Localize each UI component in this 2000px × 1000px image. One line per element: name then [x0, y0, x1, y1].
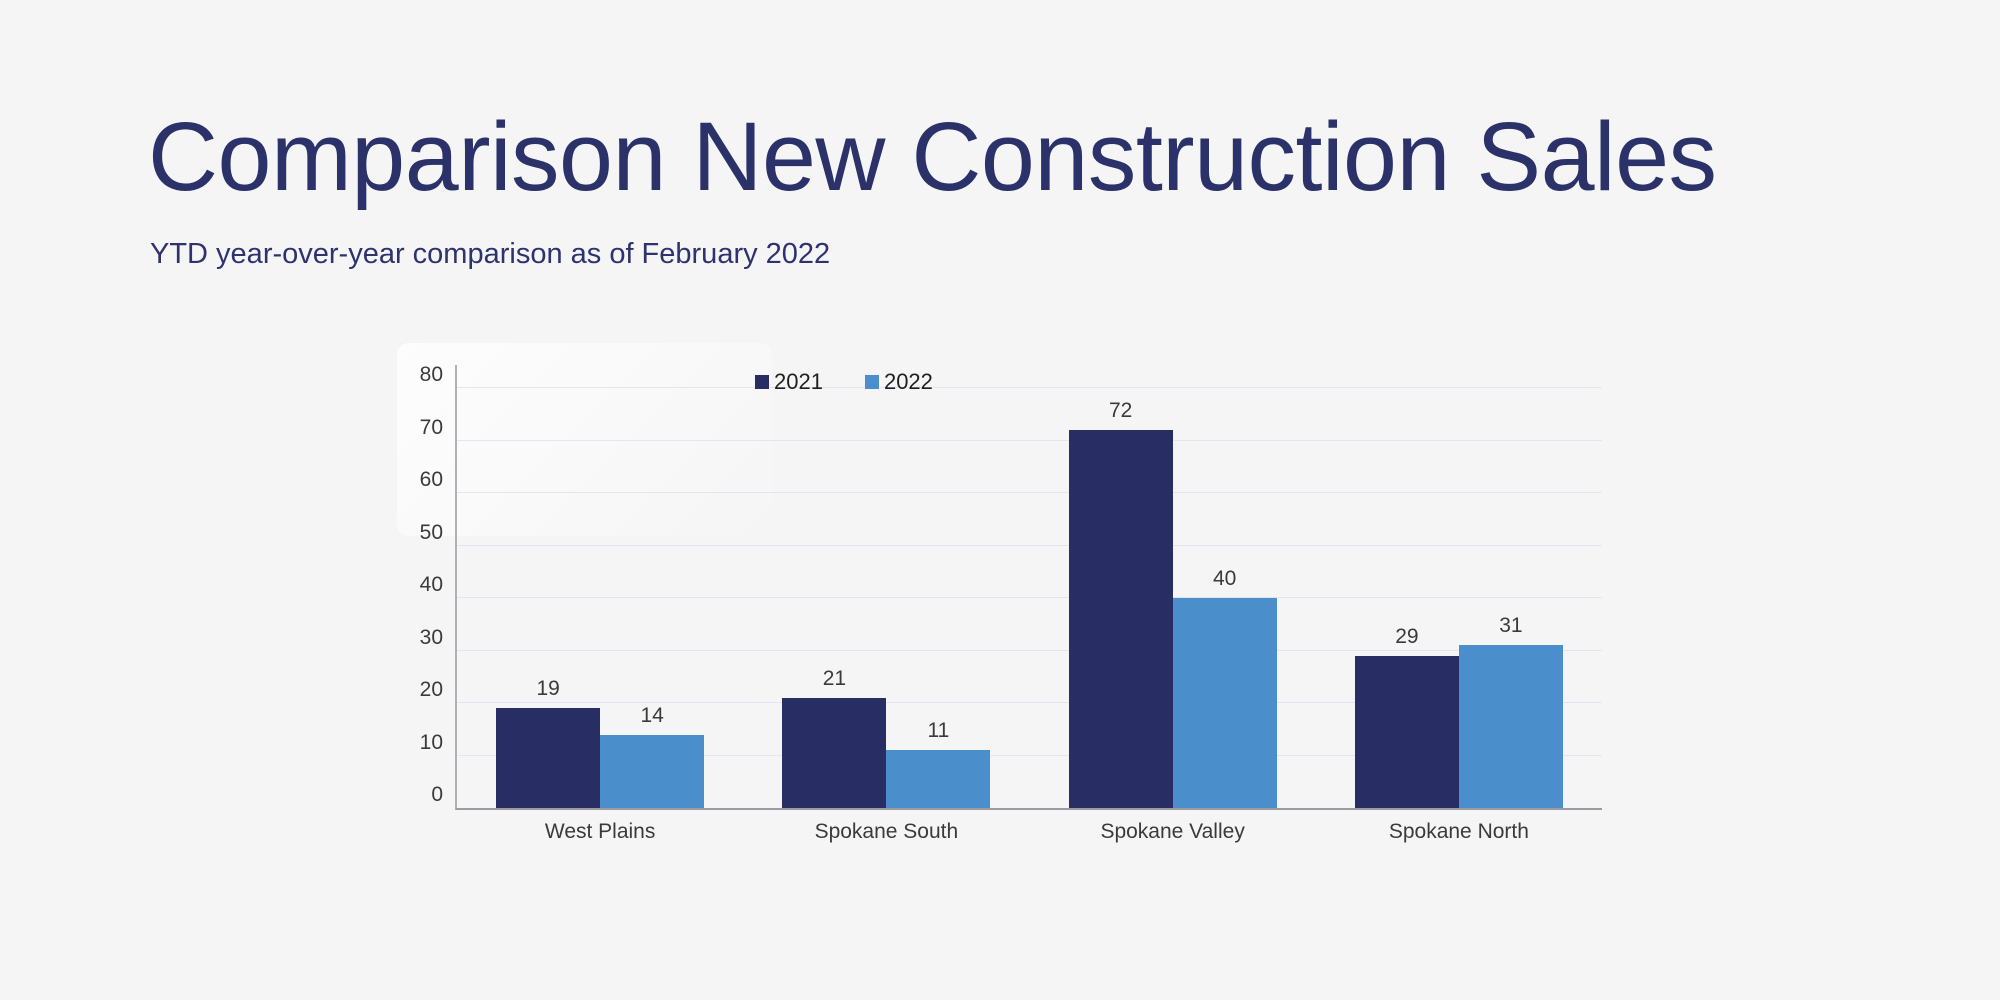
bar-2021-west-plains: 19 — [496, 677, 601, 808]
x-axis-category-labels: West Plains Spokane South Spokane Valley Sp… — [457, 820, 1602, 844]
bar-2022-west-plains: 14 — [600, 704, 705, 808]
bar-2022-spokane-south: 11 — [886, 719, 991, 808]
bar-2021-spokane-north: 29 — [1354, 625, 1459, 808]
chart-legend: 2021 2022 — [755, 369, 933, 395]
x-label-west-plains: West Plains — [544, 820, 656, 843]
legend-swatch-2022 — [864, 375, 879, 389]
legend-swatch-2021 — [755, 375, 769, 389]
legend-item-2021: 2021 — [755, 369, 823, 395]
bar-group-spokane-north: 29 31 — [1316, 365, 1602, 808]
y-tick-label-80: 80 — [419, 363, 443, 386]
y-tick-label-20: 20 — [419, 678, 443, 701]
y-tick-label-0: 0 — [431, 783, 443, 806]
bar-group-spokane-south: 21 11 — [743, 365, 1029, 808]
bar-2021-spokane-south: 21 — [782, 667, 887, 808]
bars-layer: 19 14 21 11 72 40 29 31 — [457, 365, 1602, 808]
y-tick-label-50: 50 — [419, 520, 443, 544]
bar-2022-spokane-north: 31 — [1458, 614, 1563, 808]
y-tick-label-40: 40 — [419, 573, 443, 596]
x-label-spokane-valley: Spokane Valley — [1100, 820, 1245, 843]
value-label-2021-spokane-south: 21 — [822, 666, 847, 690]
value-label-2022-spokane-valley: 40 — [1212, 567, 1237, 590]
legend-label-2022: 2022 — [883, 369, 933, 394]
bar-2021-spokane-valley: 72 — [1068, 399, 1173, 808]
value-label-2021-west-plains: 19 — [536, 677, 560, 701]
page-subtitle: YTD year-over-year comparison as of Febr… — [150, 238, 831, 271]
y-tick-label-70: 70 — [419, 415, 443, 439]
value-label-2021-spokane-valley: 72 — [1108, 399, 1133, 422]
chart-header: Comparison New Construction Sales YTD ye… — [148, 100, 1717, 271]
bar-chart-plot-area: 0 10 20 30 40 50 60 70 80 19 14 21 11 72 40 29 31 West … — [420, 363, 1602, 843]
y-tick-label-30: 30 — [419, 625, 443, 649]
value-label-2022-west-plains: 14 — [640, 703, 664, 727]
legend-item-2022: 2022 — [864, 369, 933, 395]
value-label-2022-spokane-south: 11 — [927, 719, 950, 743]
bar-group-west-plains: 19 14 — [457, 365, 743, 808]
y-tick-label-10: 10 — [419, 730, 443, 754]
x-label-spokane-north: Spokane North — [1388, 820, 1529, 843]
legend-label-2021: 2021 — [774, 369, 823, 394]
x-label-spokane-south: Spokane South — [814, 820, 959, 843]
page-title: Comparison New Construction Sales — [148, 102, 1717, 211]
bar-group-spokane-valley: 72 40 — [1030, 365, 1316, 808]
value-label-2022-spokane-north: 31 — [1499, 614, 1523, 638]
value-label-2021-spokane-north: 29 — [1395, 624, 1419, 648]
y-tick-label-60: 60 — [419, 468, 443, 491]
bar-2022-spokane-valley: 40 — [1172, 567, 1277, 808]
